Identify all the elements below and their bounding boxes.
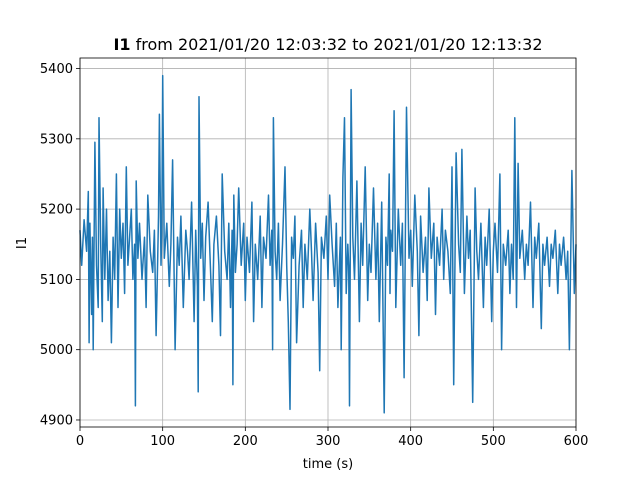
x-axis-label: time (s) (303, 457, 353, 472)
series-line-0 (79, 74, 577, 414)
series-layer (79, 74, 577, 414)
y-tick-label: 5300 (40, 132, 73, 147)
y-tick-label: 5400 (40, 62, 73, 77)
x-tick-label: 400 (398, 434, 423, 449)
chart-title: I1 from 2021/01/20 12:03:32 to 2021/01/2… (113, 35, 542, 54)
x-tick-label: 600 (564, 434, 589, 449)
chart-title-bold: I1 (113, 35, 130, 54)
y-tick-label: 5100 (40, 273, 73, 288)
tick-layer: 0 100 200 300 400 500 600 4900 5000 5100 5200 5300 5… (40, 62, 589, 449)
y-axis-label: I1 (15, 237, 30, 249)
x-tick-label: 500 (481, 434, 506, 449)
chart-title-rest: from 2021/01/20 12:03:32 to 2021/01/20 1… (131, 35, 543, 54)
x-tick-label: 100 (150, 434, 175, 449)
x-tick-label: 300 (316, 434, 341, 449)
x-tick-label: 200 (233, 434, 258, 449)
x-tick-label: 0 (76, 434, 84, 449)
y-tick-label: 4900 (40, 413, 73, 428)
y-tick-label: 5200 (40, 203, 73, 218)
y-tick-label: 5000 (40, 343, 73, 358)
